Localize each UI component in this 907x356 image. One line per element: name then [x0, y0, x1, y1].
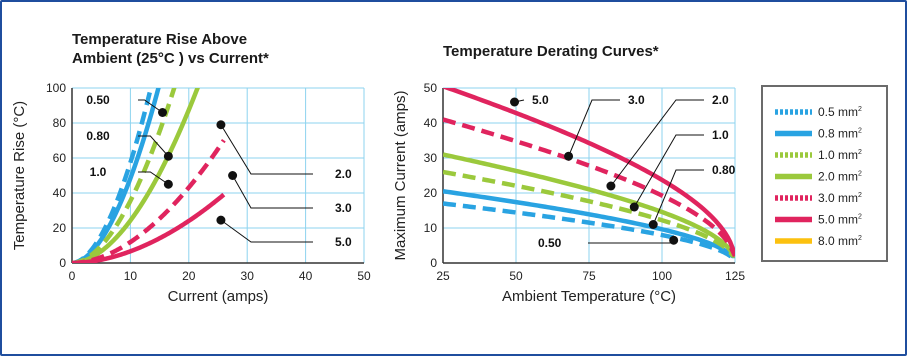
callout-leader	[138, 171, 169, 185]
x-tick-label: 10	[124, 269, 138, 283]
x-tick-label: 20	[182, 269, 196, 283]
x-axis-label: Ambient Temperature (°C)	[502, 288, 676, 305]
chart-1: 0 10 20 30 40 50 0 20 40 60 80 100 Current (amps) Tem…	[11, 31, 371, 305]
legend-label: 0.5 mm2	[818, 105, 862, 119]
legend-label: 1.0 mm2	[818, 148, 862, 162]
y-tick-label: 80	[53, 116, 67, 130]
x-tick-label: 125	[725, 269, 745, 283]
callout-label: 0.50	[538, 236, 562, 250]
callout-dot	[216, 120, 226, 130]
callout-dot	[510, 97, 520, 107]
y-tick-label: 100	[46, 81, 66, 95]
legend-label: 2.0 mm2	[818, 170, 862, 184]
series-line-0-5-mm-	[443, 201, 735, 259]
series-line-2-0-mm-	[72, 88, 200, 263]
series-line-1-0-mm-	[72, 88, 177, 263]
legend-label: 8.0 mm2	[818, 234, 862, 248]
callout-label: 3.0	[628, 93, 645, 107]
y-tick-label: 20	[424, 186, 438, 200]
legend-label: 0.8 mm2	[818, 127, 862, 141]
callout-label: 1.0	[90, 165, 107, 179]
series-line-2-0-mm-	[443, 152, 735, 258]
callout-dot	[158, 108, 168, 117]
callout-label: 5.0	[532, 93, 549, 107]
legend: 0.5 mm2 0.8 mm2 1.0 mm2 2.0 mm2 3.0 mm2 5.0 m…	[761, 85, 888, 262]
callout-dot	[606, 181, 616, 191]
callout-leader	[568, 99, 620, 157]
callout-leader	[610, 99, 704, 187]
callout-leader	[220, 219, 313, 243]
y-tick-label: 10	[424, 221, 438, 235]
callout-label: 1.0	[712, 128, 729, 142]
series-group	[443, 88, 735, 259]
y-tick-label: 30	[424, 151, 438, 165]
callout-dot	[648, 220, 658, 229]
callout-label: 2.0	[335, 167, 352, 181]
y-axis-label: Temperature Rise (°C)	[11, 101, 28, 250]
x-tick-label: 50	[357, 269, 371, 283]
x-tick-label: 100	[652, 269, 672, 283]
series-line-3-0-mm-	[443, 117, 735, 257]
callout-label: 0.80	[712, 163, 736, 177]
x-axis-label: Current (amps)	[168, 288, 269, 305]
legend-label: 3.0 mm2	[818, 191, 862, 205]
legend-box	[761, 85, 888, 262]
callout-label: 0.50	[86, 93, 110, 107]
x-tick-label: 25	[436, 269, 450, 283]
y-tick-label: 0	[430, 256, 437, 270]
y-tick-label: 50	[424, 81, 438, 95]
series-group	[72, 88, 226, 263]
callout-label: 0.80	[86, 129, 110, 143]
series-line-0-8-mm-	[72, 88, 161, 263]
callout-leader	[588, 240, 675, 244]
chart-title: Temperature Rise Above	[72, 31, 247, 48]
callout-label: 5.0	[335, 235, 352, 249]
callout-dot	[564, 151, 574, 161]
series-line-0-5-mm-	[72, 88, 154, 263]
chart-2: 25 50 75 100 125 0 10 20 30 40 50 Ambient Temperatu…	[392, 43, 745, 305]
chart-title: Temperature Derating Curves*	[443, 43, 659, 60]
x-tick-label: 40	[299, 269, 313, 283]
x-tick-label: 50	[509, 269, 523, 283]
callout-label: 3.0	[335, 201, 352, 215]
series-line-5-0-mm-	[72, 192, 226, 263]
callout-leader	[633, 134, 704, 208]
x-tick-label: 75	[582, 269, 596, 283]
callout-leader	[652, 169, 704, 225]
callout-dot	[629, 202, 639, 212]
chart-title: Ambient (25°C ) vs Current*	[72, 50, 269, 67]
callout-dot	[228, 171, 238, 180]
x-tick-label: 0	[69, 269, 76, 283]
y-tick-label: 40	[53, 186, 67, 200]
series-line-5-0-mm-	[443, 88, 735, 257]
callout-label: 2.0	[712, 93, 729, 107]
callout-leader	[220, 124, 313, 175]
callout-leader	[138, 99, 163, 113]
y-tick-label: 20	[53, 221, 67, 235]
callout-dot	[216, 215, 226, 225]
callout-leader	[232, 175, 313, 209]
callout-dot	[163, 179, 173, 189]
callout-dot	[669, 235, 679, 245]
y-tick-label: 40	[424, 116, 438, 130]
x-tick-label: 30	[241, 269, 255, 283]
y-tick-label: 0	[59, 256, 66, 270]
series-line-0-8-mm-	[443, 189, 735, 259]
callout-dot	[163, 151, 173, 161]
legend-label: 5.0 mm2	[818, 213, 862, 227]
y-axis-label: Maximum Current (amps)	[392, 90, 409, 260]
callout-leader	[138, 135, 169, 157]
y-tick-label: 60	[53, 151, 67, 165]
series-line-1-0-mm-	[443, 169, 735, 259]
